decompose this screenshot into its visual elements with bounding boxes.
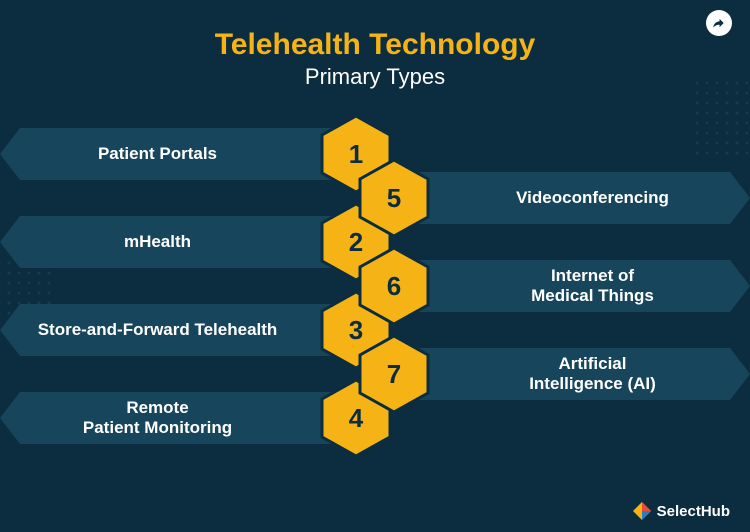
item-label: Store-and-Forward Telehealth: [38, 320, 278, 340]
infographic-canvas: Telehealth Technology Primary Types Pati…: [0, 0, 750, 532]
item-bar: Internet ofMedical Things: [405, 260, 750, 312]
page-subtitle: Primary Types: [0, 64, 750, 90]
share-icon: [712, 16, 726, 30]
brand-footer: SelectHub: [633, 502, 730, 520]
title-block: Telehealth Technology Primary Types: [0, 0, 750, 90]
hexagon-badge: 7: [358, 334, 430, 414]
list-item: RemotePatient Monitoring 4: [0, 386, 392, 450]
item-number: 5: [387, 183, 401, 214]
page-title: Telehealth Technology: [0, 28, 750, 62]
list-item: Videoconferencing 5: [358, 166, 750, 230]
hexagon-badge: 6: [358, 246, 430, 326]
brand-logo-icon: [633, 502, 651, 520]
item-label: Internet ofMedical Things: [531, 266, 654, 305]
item-bar: ArtificialIntelligence (AI): [405, 348, 750, 400]
item-label: Patient Portals: [98, 144, 217, 164]
item-label: ArtificialIntelligence (AI): [529, 354, 656, 393]
item-number: 6: [387, 271, 401, 302]
list-item: Store-and-Forward Telehealth 3: [0, 298, 392, 362]
item-label: Videoconferencing: [516, 188, 669, 208]
brand-name: SelectHub: [657, 503, 730, 520]
item-label: RemotePatient Monitoring: [83, 398, 232, 437]
list-item: mHealth 2: [0, 210, 392, 274]
item-bar: RemotePatient Monitoring: [0, 392, 345, 444]
list-item: ArtificialIntelligence (AI) 7: [358, 342, 750, 406]
list-item: Internet ofMedical Things 6: [358, 254, 750, 318]
columns: Patient Portals 1 mHealth 2 Store-and-Fo…: [0, 122, 750, 502]
item-bar: mHealth: [0, 216, 345, 268]
item-bar: Patient Portals: [0, 128, 345, 180]
list-item: Patient Portals 1: [0, 122, 392, 186]
hexagon-badge: 5: [358, 158, 430, 238]
item-bar: Videoconferencing: [405, 172, 750, 224]
item-label: mHealth: [124, 232, 191, 252]
item-number: 7: [387, 359, 401, 390]
item-bar: Store-and-Forward Telehealth: [0, 304, 345, 356]
share-button[interactable]: [706, 10, 732, 36]
